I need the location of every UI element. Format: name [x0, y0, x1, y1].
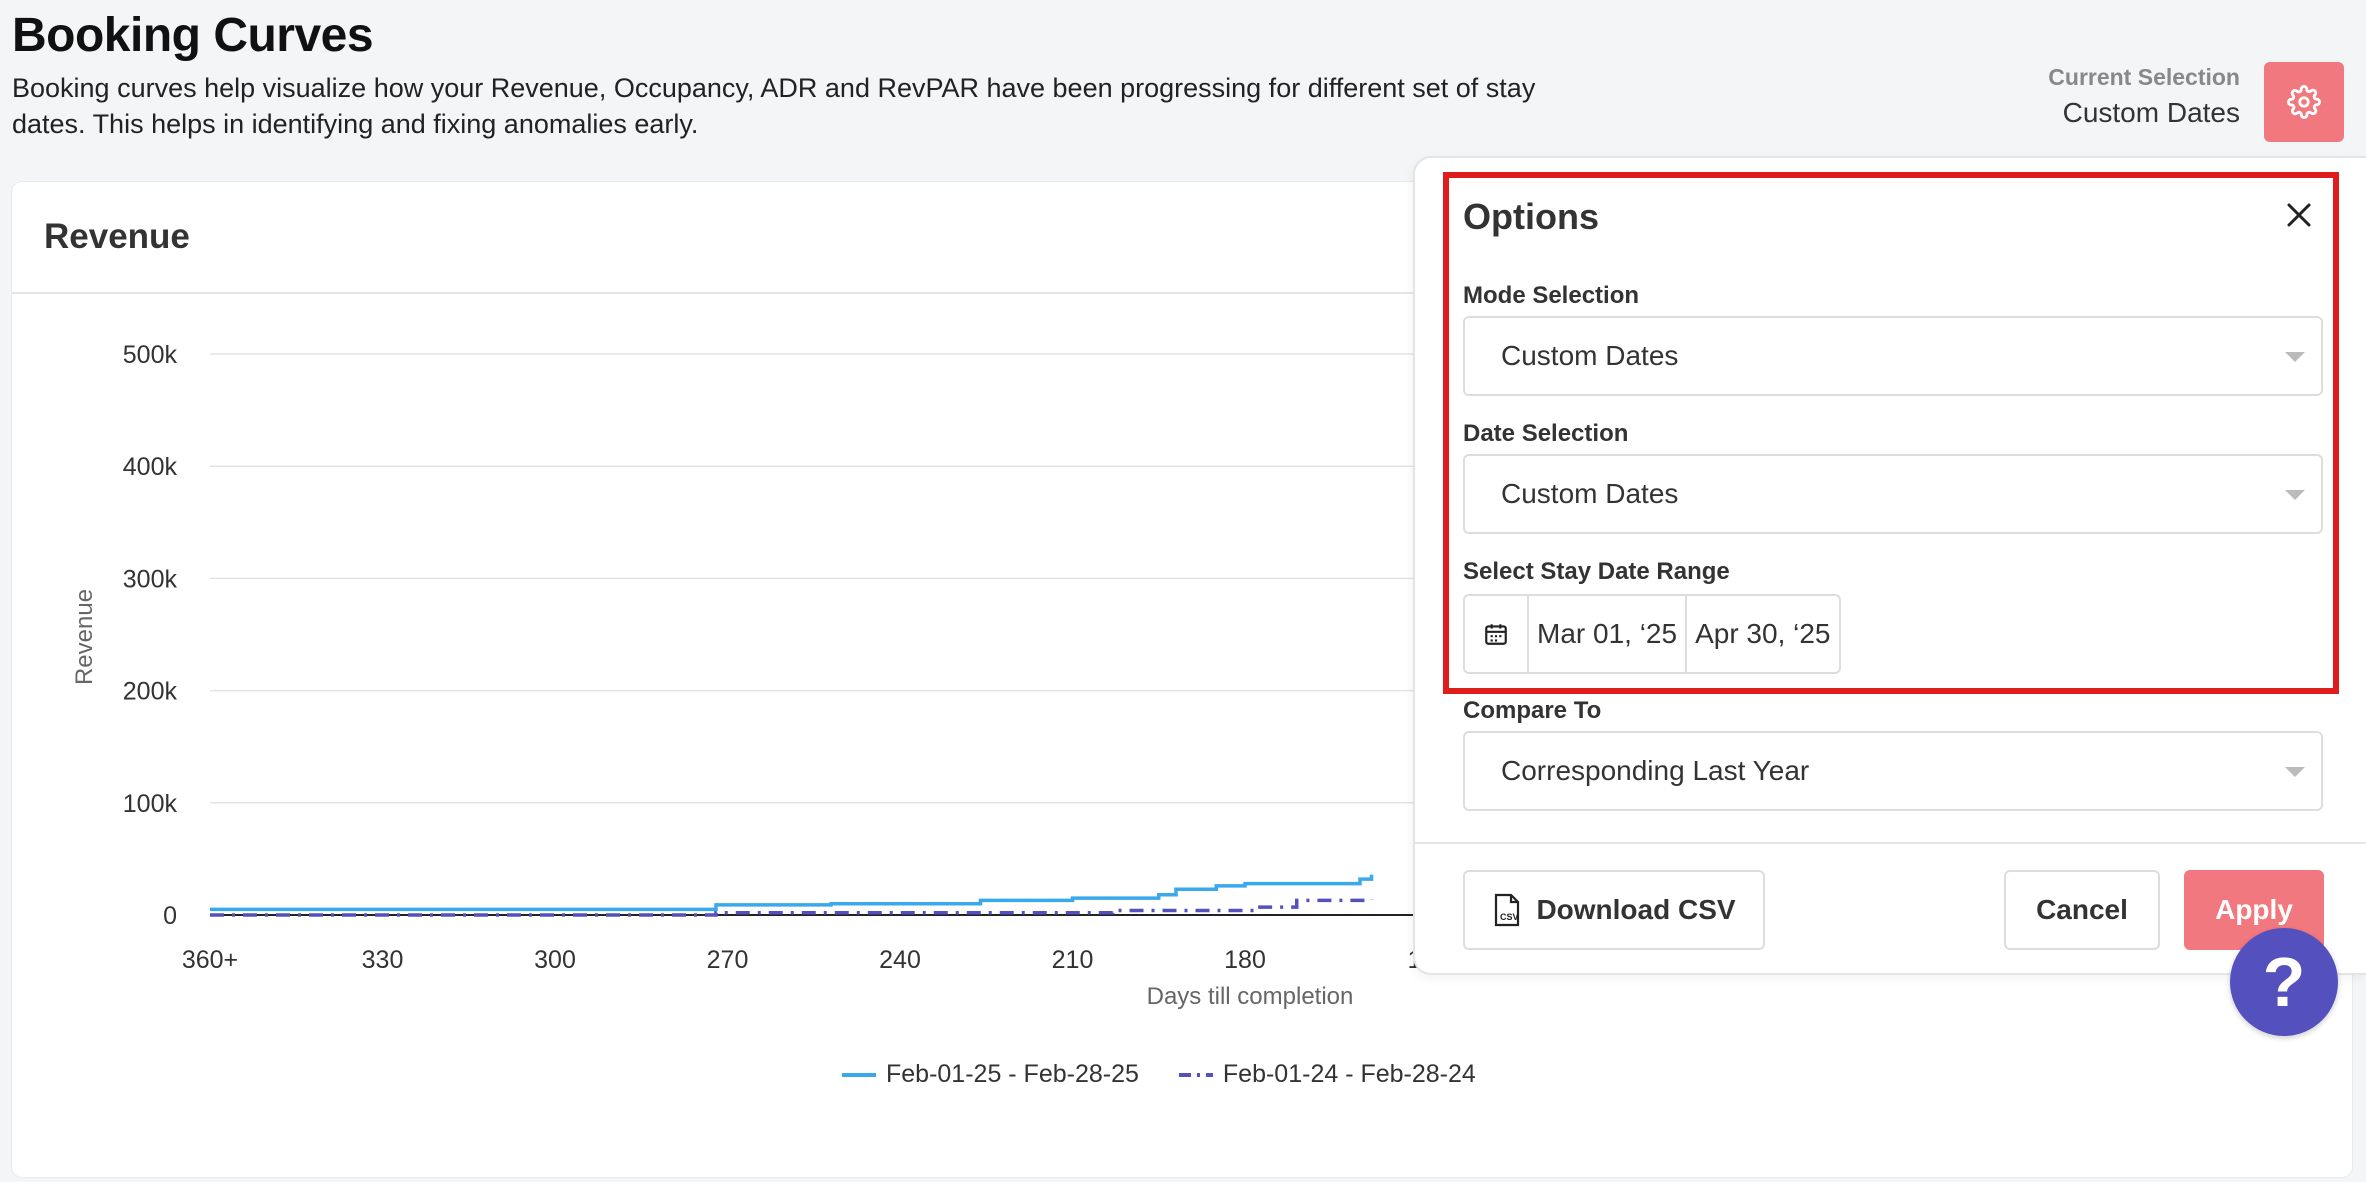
- end-date-field[interactable]: Apr 30, ‘25: [1685, 596, 1838, 672]
- x-tick-label: 180: [1224, 946, 1266, 974]
- csv-file-icon: CSV: [1495, 893, 1520, 927]
- legend-swatch-solid: [842, 1072, 876, 1077]
- svg-text:CSV: CSV: [1500, 912, 1519, 922]
- mode-selection-select[interactable]: Custom Dates: [1463, 316, 2323, 396]
- x-tick-label: 330: [362, 946, 404, 974]
- x-tick-label: 300: [534, 946, 576, 974]
- chart-title: Revenue: [44, 217, 190, 256]
- y-axis-title: Revenue: [71, 589, 98, 685]
- compare-to-value: Corresponding Last Year: [1501, 755, 1810, 786]
- y-tick-label: 200k: [123, 678, 178, 706]
- chevron-down-icon: [2285, 352, 2305, 362]
- y-tick-label: 500k: [123, 341, 178, 369]
- chart-card-header: Revenue: [12, 182, 2352, 294]
- current-selection-label: Current Selection: [2048, 64, 2240, 90]
- date-selection-select[interactable]: Custom Dates: [1463, 454, 2323, 534]
- compare-to-select[interactable]: Corresponding Last Year: [1463, 731, 2323, 811]
- stay-date-range-picker[interactable]: Mar 01, ‘25 Apr 30, ‘25: [1463, 594, 1841, 674]
- close-icon: [2287, 203, 2311, 227]
- series-line-current: [210, 874, 1374, 912]
- x-tick-label: 270: [707, 946, 749, 974]
- page-title: Booking Curves: [12, 9, 374, 62]
- date-selection-label: Date Selection: [1463, 420, 1629, 447]
- calendar-button[interactable]: [1465, 596, 1529, 672]
- chevron-down-icon: [2285, 767, 2305, 777]
- chart-legend: Feb-01-25 - Feb-28-25 Feb-01-24 - Feb-28…: [842, 1060, 1476, 1089]
- x-tick-label: 240: [879, 946, 921, 974]
- compare-to-label: Compare To: [1463, 697, 1602, 724]
- gear-icon: [2287, 85, 2321, 119]
- y-tick-label: 300k: [123, 565, 178, 593]
- download-csv-button[interactable]: CSV Download CSV: [1463, 870, 1765, 950]
- y-tick-label: 100k: [123, 790, 178, 818]
- options-title: Options: [1463, 196, 1599, 237]
- start-date-field[interactable]: Mar 01, ‘25: [1537, 618, 1678, 649]
- x-tick-label: 360+: [182, 946, 238, 974]
- chevron-down-icon: [2285, 490, 2305, 500]
- options-panel: [1415, 158, 2366, 973]
- legend-label-last-year: Feb-01-24 - Feb-28-24: [1222, 1060, 1476, 1088]
- legend-label-current: Feb-01-25 - Feb-28-25: [886, 1060, 1139, 1088]
- y-tick-label: 400k: [123, 453, 178, 481]
- close-options-button[interactable]: [2284, 200, 2314, 230]
- legend-swatch-dashdot: [1178, 1072, 1213, 1077]
- series-line-last-year: [210, 898, 1374, 917]
- stay-date-range-label: Select Stay Date Range: [1463, 558, 1730, 585]
- date-selection-value: Custom Dates: [1501, 478, 1679, 509]
- current-selection-value: Custom Dates: [2062, 97, 2240, 128]
- download-csv-label: Download CSV: [1536, 894, 1736, 925]
- page-description: Booking curves help visualize how your R…: [12, 73, 1536, 139]
- help-button[interactable]: ?: [2230, 928, 2338, 1036]
- calendar-icon: [1485, 624, 1507, 645]
- options-footer-divider: [1415, 842, 2366, 844]
- current-selection: Current Selection Custom Dates: [2048, 64, 2240, 129]
- settings-button[interactable]: [2264, 62, 2344, 142]
- x-axis-title: Days till completion: [1147, 983, 1354, 1010]
- help-icon: ?: [2262, 943, 2306, 1021]
- cancel-button[interactable]: Cancel: [2004, 870, 2160, 950]
- legend-item-current[interactable]: Feb-01-25 - Feb-28-25: [842, 1060, 1139, 1089]
- mode-selection-label: Mode Selection: [1463, 282, 1640, 309]
- mode-selection-value: Custom Dates: [1501, 340, 1679, 371]
- legend-item-last-year[interactable]: Feb-01-24 - Feb-28-24: [1178, 1060, 1476, 1089]
- y-tick-label: 0: [163, 902, 177, 930]
- x-tick-label: 210: [1052, 946, 1094, 974]
